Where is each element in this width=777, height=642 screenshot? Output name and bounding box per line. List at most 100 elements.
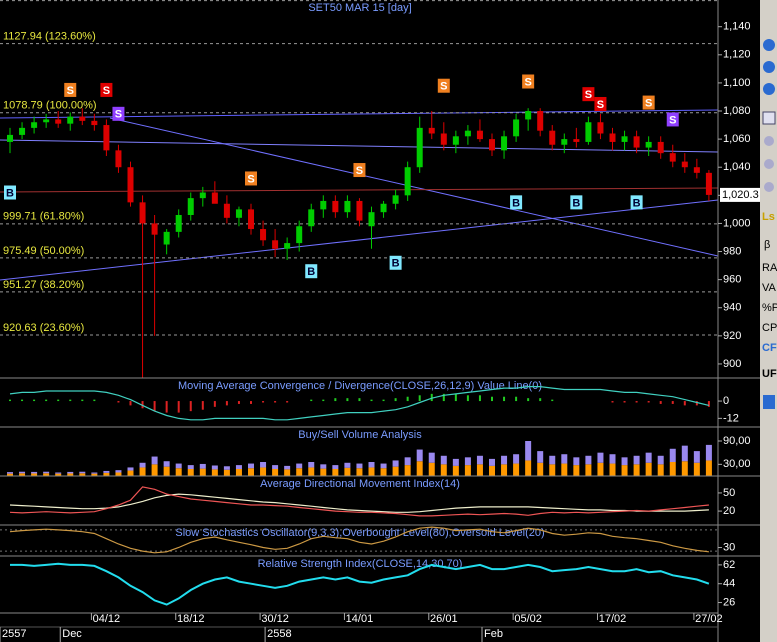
volume-bar xyxy=(633,464,640,476)
signal-label: S xyxy=(440,81,447,93)
candle-body xyxy=(19,127,26,135)
volume-bar xyxy=(440,464,447,476)
volume-bar xyxy=(115,472,122,476)
volume-bar xyxy=(669,448,676,462)
candle-body xyxy=(272,240,279,249)
histogram-bar xyxy=(274,401,277,403)
toolbar-label[interactable]: CF xyxy=(762,342,777,354)
volume-bar xyxy=(561,463,568,476)
signal-marker xyxy=(522,74,535,89)
signal-marker xyxy=(305,264,318,279)
signal-marker xyxy=(570,195,583,210)
histogram-bar xyxy=(141,401,144,409)
volume-bar xyxy=(549,464,556,476)
panel-title: Buy/Sell Volume Analysis xyxy=(298,429,422,441)
x-tick-label: 04/12 xyxy=(93,613,121,625)
toolbar-label[interactable]: Ls xyxy=(762,211,775,223)
signal-label: S xyxy=(67,85,74,97)
volume-bar xyxy=(549,455,556,465)
volume-bar xyxy=(211,465,218,470)
histogram-bar xyxy=(57,399,60,402)
signal-marker xyxy=(245,171,257,186)
histogram-bar xyxy=(671,401,674,404)
signal-marker xyxy=(642,95,655,110)
y-tick-label: 960 xyxy=(723,274,741,286)
volume-bar xyxy=(537,451,544,463)
toolbar-label[interactable]: %P xyxy=(762,302,777,314)
candle-body xyxy=(585,122,592,142)
histogram-bar xyxy=(418,395,421,402)
volume-bar xyxy=(103,470,110,473)
volume-bar xyxy=(633,455,640,465)
volume-bar xyxy=(308,462,315,468)
zoom-in-button[interactable] xyxy=(763,39,775,51)
histogram-bar xyxy=(491,396,493,402)
volume-bar xyxy=(91,472,98,474)
volume-bar xyxy=(103,472,110,476)
y-tick-label: 1,060 xyxy=(723,133,751,145)
histogram-bar xyxy=(33,399,36,402)
tool-button[interactable] xyxy=(763,395,775,409)
volume-bar xyxy=(79,473,86,476)
volume-bar xyxy=(260,467,267,476)
volume-bar xyxy=(175,468,182,476)
y-tick-label: 940 xyxy=(723,302,741,314)
histogram-bar xyxy=(539,398,542,402)
tool-button[interactable] xyxy=(764,136,774,146)
volume-bar xyxy=(67,473,74,476)
candle-body xyxy=(368,212,375,227)
histogram-bar xyxy=(466,395,469,402)
panel-title: Relative Strength Index(CLOSE,14,30,70) xyxy=(258,558,463,570)
volume-bar xyxy=(368,462,375,468)
toolbar-label[interactable]: UF xyxy=(762,368,777,380)
zoom-in-button[interactable] xyxy=(763,61,775,73)
signal-label: B xyxy=(307,266,315,278)
toolbar-label[interactable]: CP xyxy=(762,322,777,334)
histogram-bar xyxy=(430,393,433,402)
trend-line xyxy=(0,139,719,153)
y-tick-label: 1,040 xyxy=(723,161,751,173)
candle-body xyxy=(308,209,315,227)
volume-bar xyxy=(525,460,532,476)
volume-bar xyxy=(272,469,279,476)
volume-bar xyxy=(19,473,26,476)
signal-marker xyxy=(64,82,77,97)
panel-title: Moving Average Convergence / Divergence(… xyxy=(178,380,542,392)
histogram-bar xyxy=(81,399,84,402)
candle-body xyxy=(404,167,411,196)
x-period-label: Dec xyxy=(62,628,82,640)
candle-body xyxy=(513,119,520,137)
tool-button[interactable] xyxy=(762,111,776,125)
trend-line xyxy=(0,199,719,281)
toolbar-label[interactable]: β xyxy=(764,239,770,251)
toolbar-label[interactable]: RA xyxy=(762,262,777,274)
tool-button[interactable] xyxy=(764,159,774,169)
tool-button[interactable] xyxy=(764,182,774,192)
volume-bar xyxy=(416,461,423,476)
candle-body xyxy=(489,139,495,151)
histogram-bar xyxy=(442,393,445,402)
histogram-bar xyxy=(527,398,530,402)
candle-body xyxy=(464,130,471,137)
volume-bar xyxy=(705,444,712,461)
volume-bar xyxy=(139,462,146,468)
fib-label: 1127.94 (123.60%) xyxy=(3,31,96,43)
volume-bar xyxy=(127,467,134,471)
candle-body xyxy=(705,172,712,195)
candle-body xyxy=(633,136,640,148)
toolbar-label[interactable]: VA xyxy=(762,282,777,294)
zoom-out-button[interactable] xyxy=(763,83,775,95)
histogram-bar xyxy=(334,398,337,402)
histogram-bar xyxy=(117,401,120,403)
volume-bar xyxy=(537,462,544,476)
signal-label: S xyxy=(585,89,592,101)
y-tick-label: 44 xyxy=(723,578,735,590)
candle-body xyxy=(693,167,700,173)
volume-bar xyxy=(235,469,242,476)
candle-body xyxy=(43,119,50,123)
volume-bar xyxy=(681,461,688,476)
y-tick-label: 62 xyxy=(723,559,735,571)
signal-marker xyxy=(582,87,595,102)
candle-body xyxy=(621,136,628,142)
histogram-bar xyxy=(129,401,132,406)
